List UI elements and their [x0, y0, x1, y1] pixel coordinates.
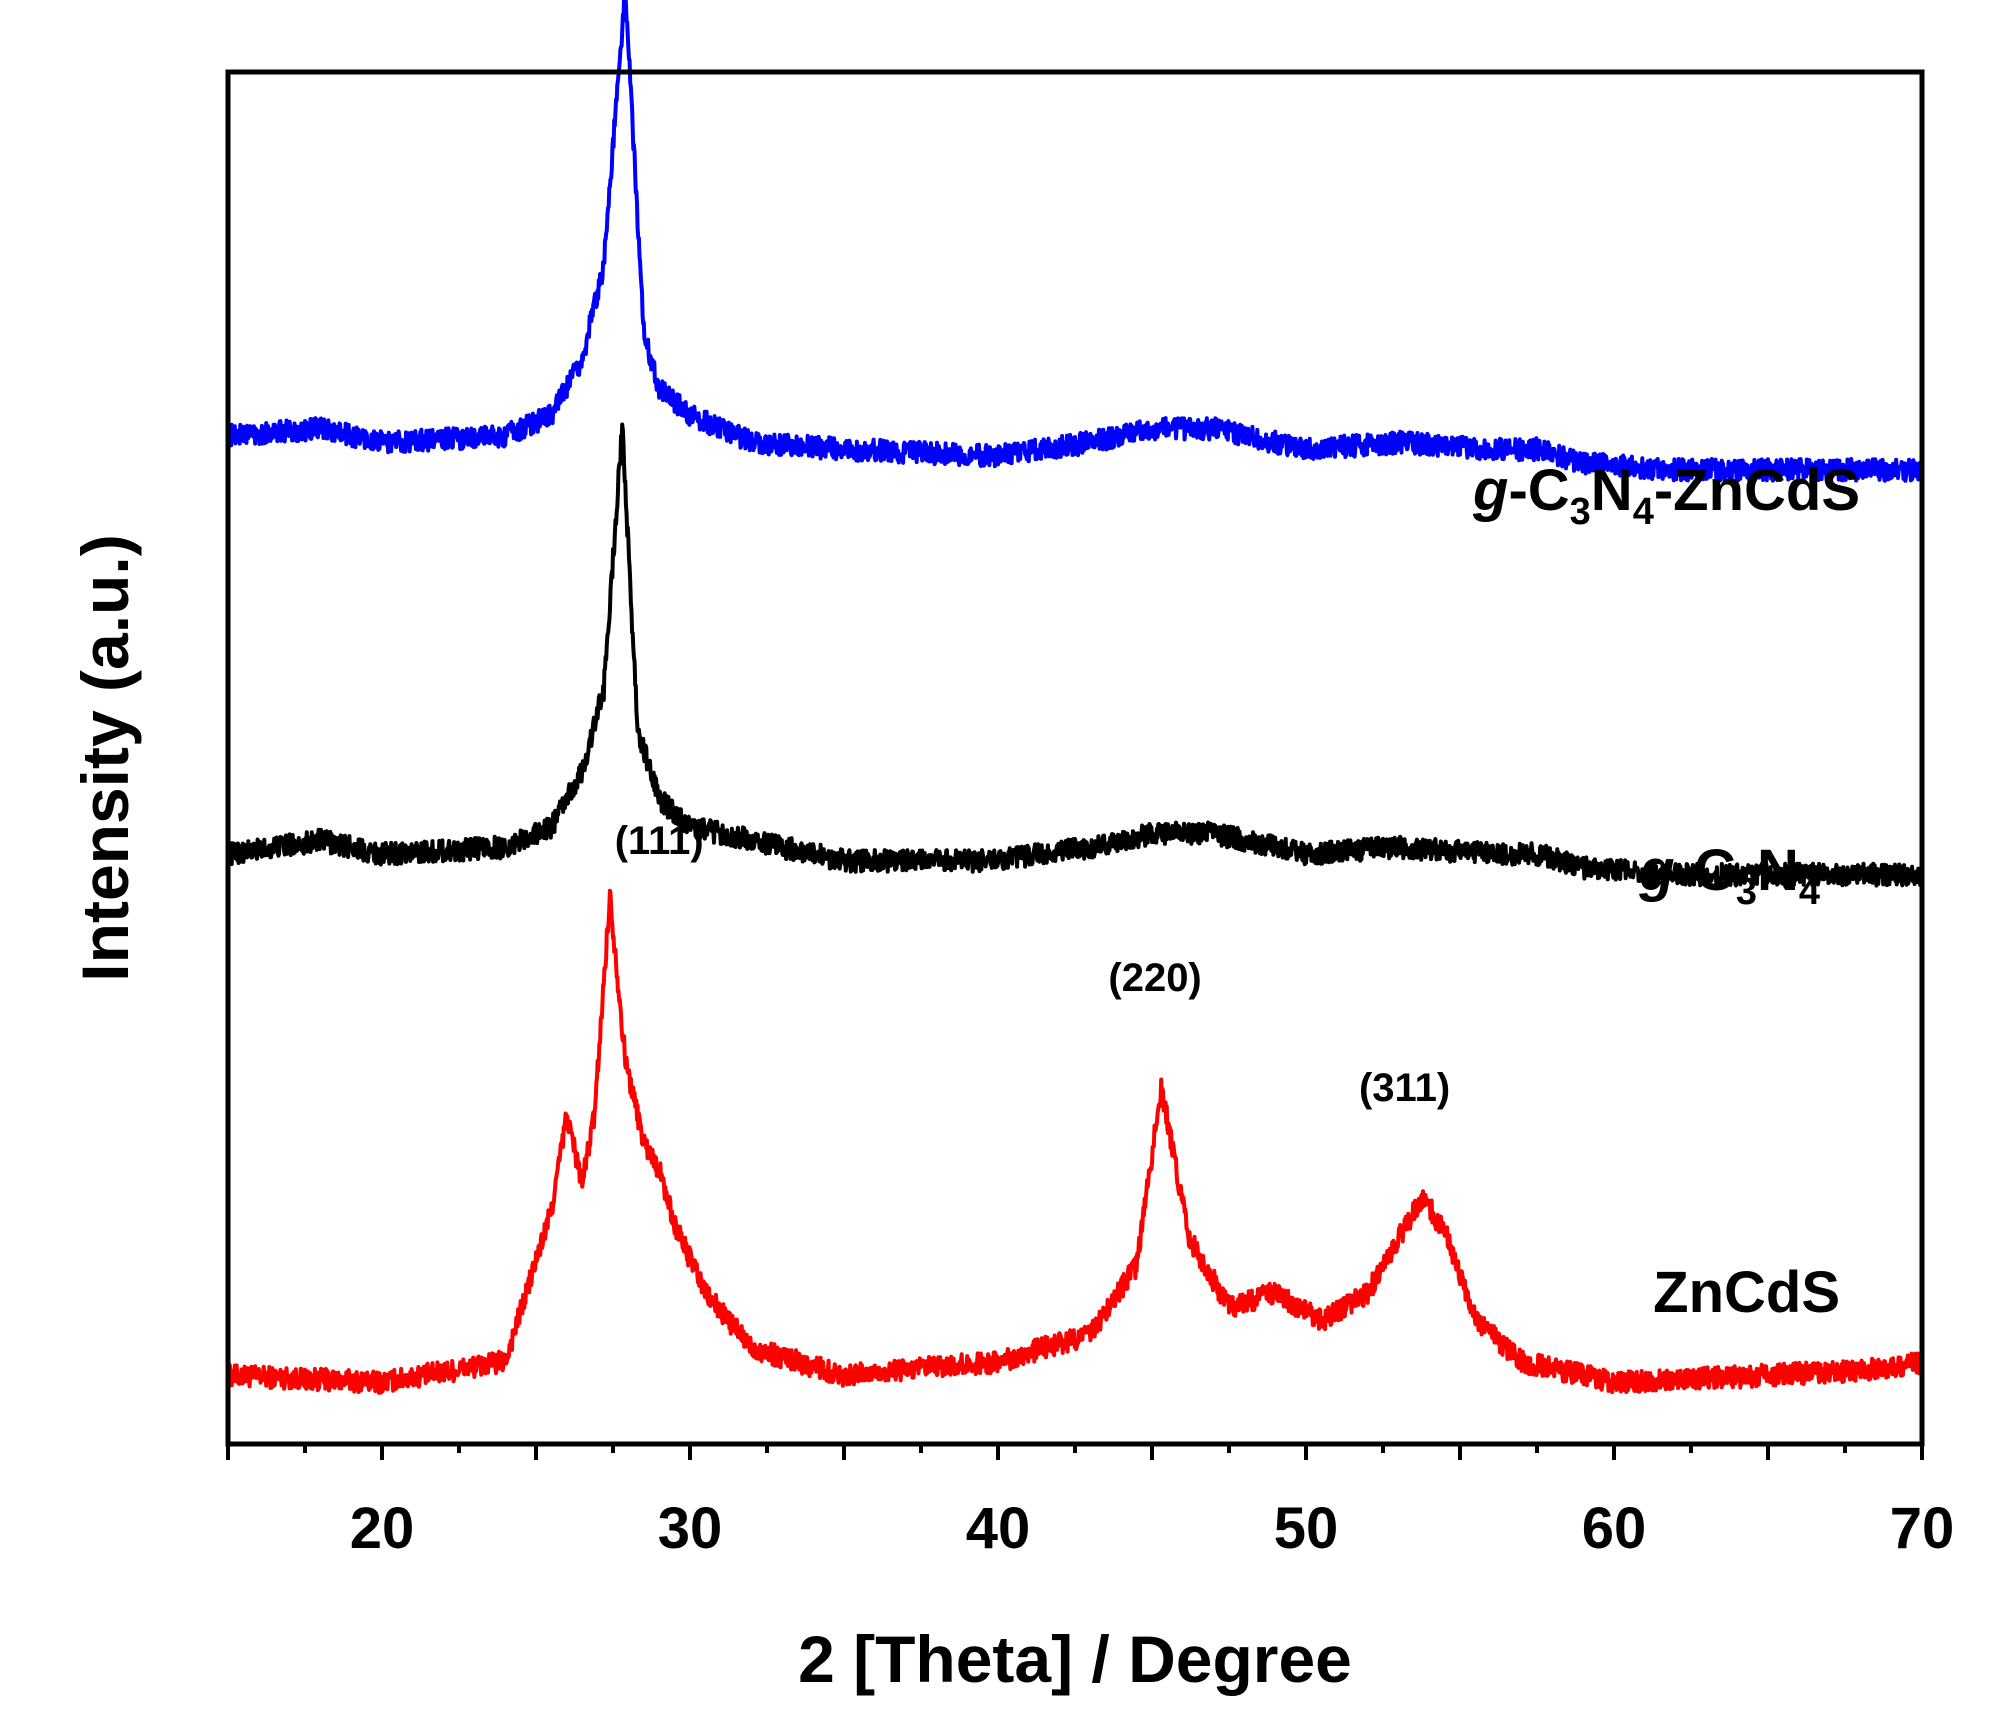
- series-line-g-c3n4: [226, 422, 1924, 888]
- label-part: N: [1591, 458, 1633, 523]
- subscript: 4: [1633, 491, 1654, 533]
- x-tick-label: 20: [350, 1496, 415, 1561]
- x-tick-label: 40: [966, 1496, 1031, 1561]
- label-part: g: [1472, 458, 1508, 523]
- label-part: -C: [1508, 458, 1569, 523]
- series-label-g-c3n4: g-C3N4: [1638, 838, 1820, 913]
- subscript: 3: [1570, 491, 1591, 533]
- series-line-zncds: [226, 888, 1924, 1395]
- series-line-g-c3n4-zncds: [226, 0, 1924, 483]
- label-part: N: [1757, 838, 1799, 903]
- peak-label: (111): [615, 819, 704, 863]
- series-label-zncds: ZnCdS: [1653, 1260, 1840, 1325]
- x-tick-label: 50: [1274, 1496, 1339, 1561]
- x-tick-label: 60: [1582, 1496, 1647, 1561]
- label-part: -ZnCdS: [1654, 458, 1860, 523]
- label-part: g: [1638, 838, 1674, 903]
- x-axis-ticks: 20 30 40 50 60 70: [226, 1444, 1955, 1561]
- peak-label: (311): [1359, 1066, 1450, 1110]
- x-tick-label: 30: [658, 1496, 723, 1561]
- series-label-g-c3n4-zncds: g-C3N4-ZnCdS: [1472, 458, 1860, 533]
- label-part: -C: [1675, 838, 1736, 903]
- y-axis-title: Intensity (a.u.): [68, 534, 142, 981]
- subscript: 3: [1736, 871, 1757, 913]
- subscript: 4: [1799, 871, 1820, 913]
- x-tick-label: 70: [1890, 1496, 1955, 1561]
- x-axis-title: 2 [Theta] / Degree: [798, 1622, 1352, 1696]
- peak-label: (220): [1108, 956, 1201, 1000]
- peak-annotations: (111) (220) (311): [615, 819, 1450, 1110]
- plot-frame: [225, 69, 1925, 1447]
- label-part: ZnCdS: [1653, 1260, 1840, 1325]
- series-layer: [226, 0, 1924, 1395]
